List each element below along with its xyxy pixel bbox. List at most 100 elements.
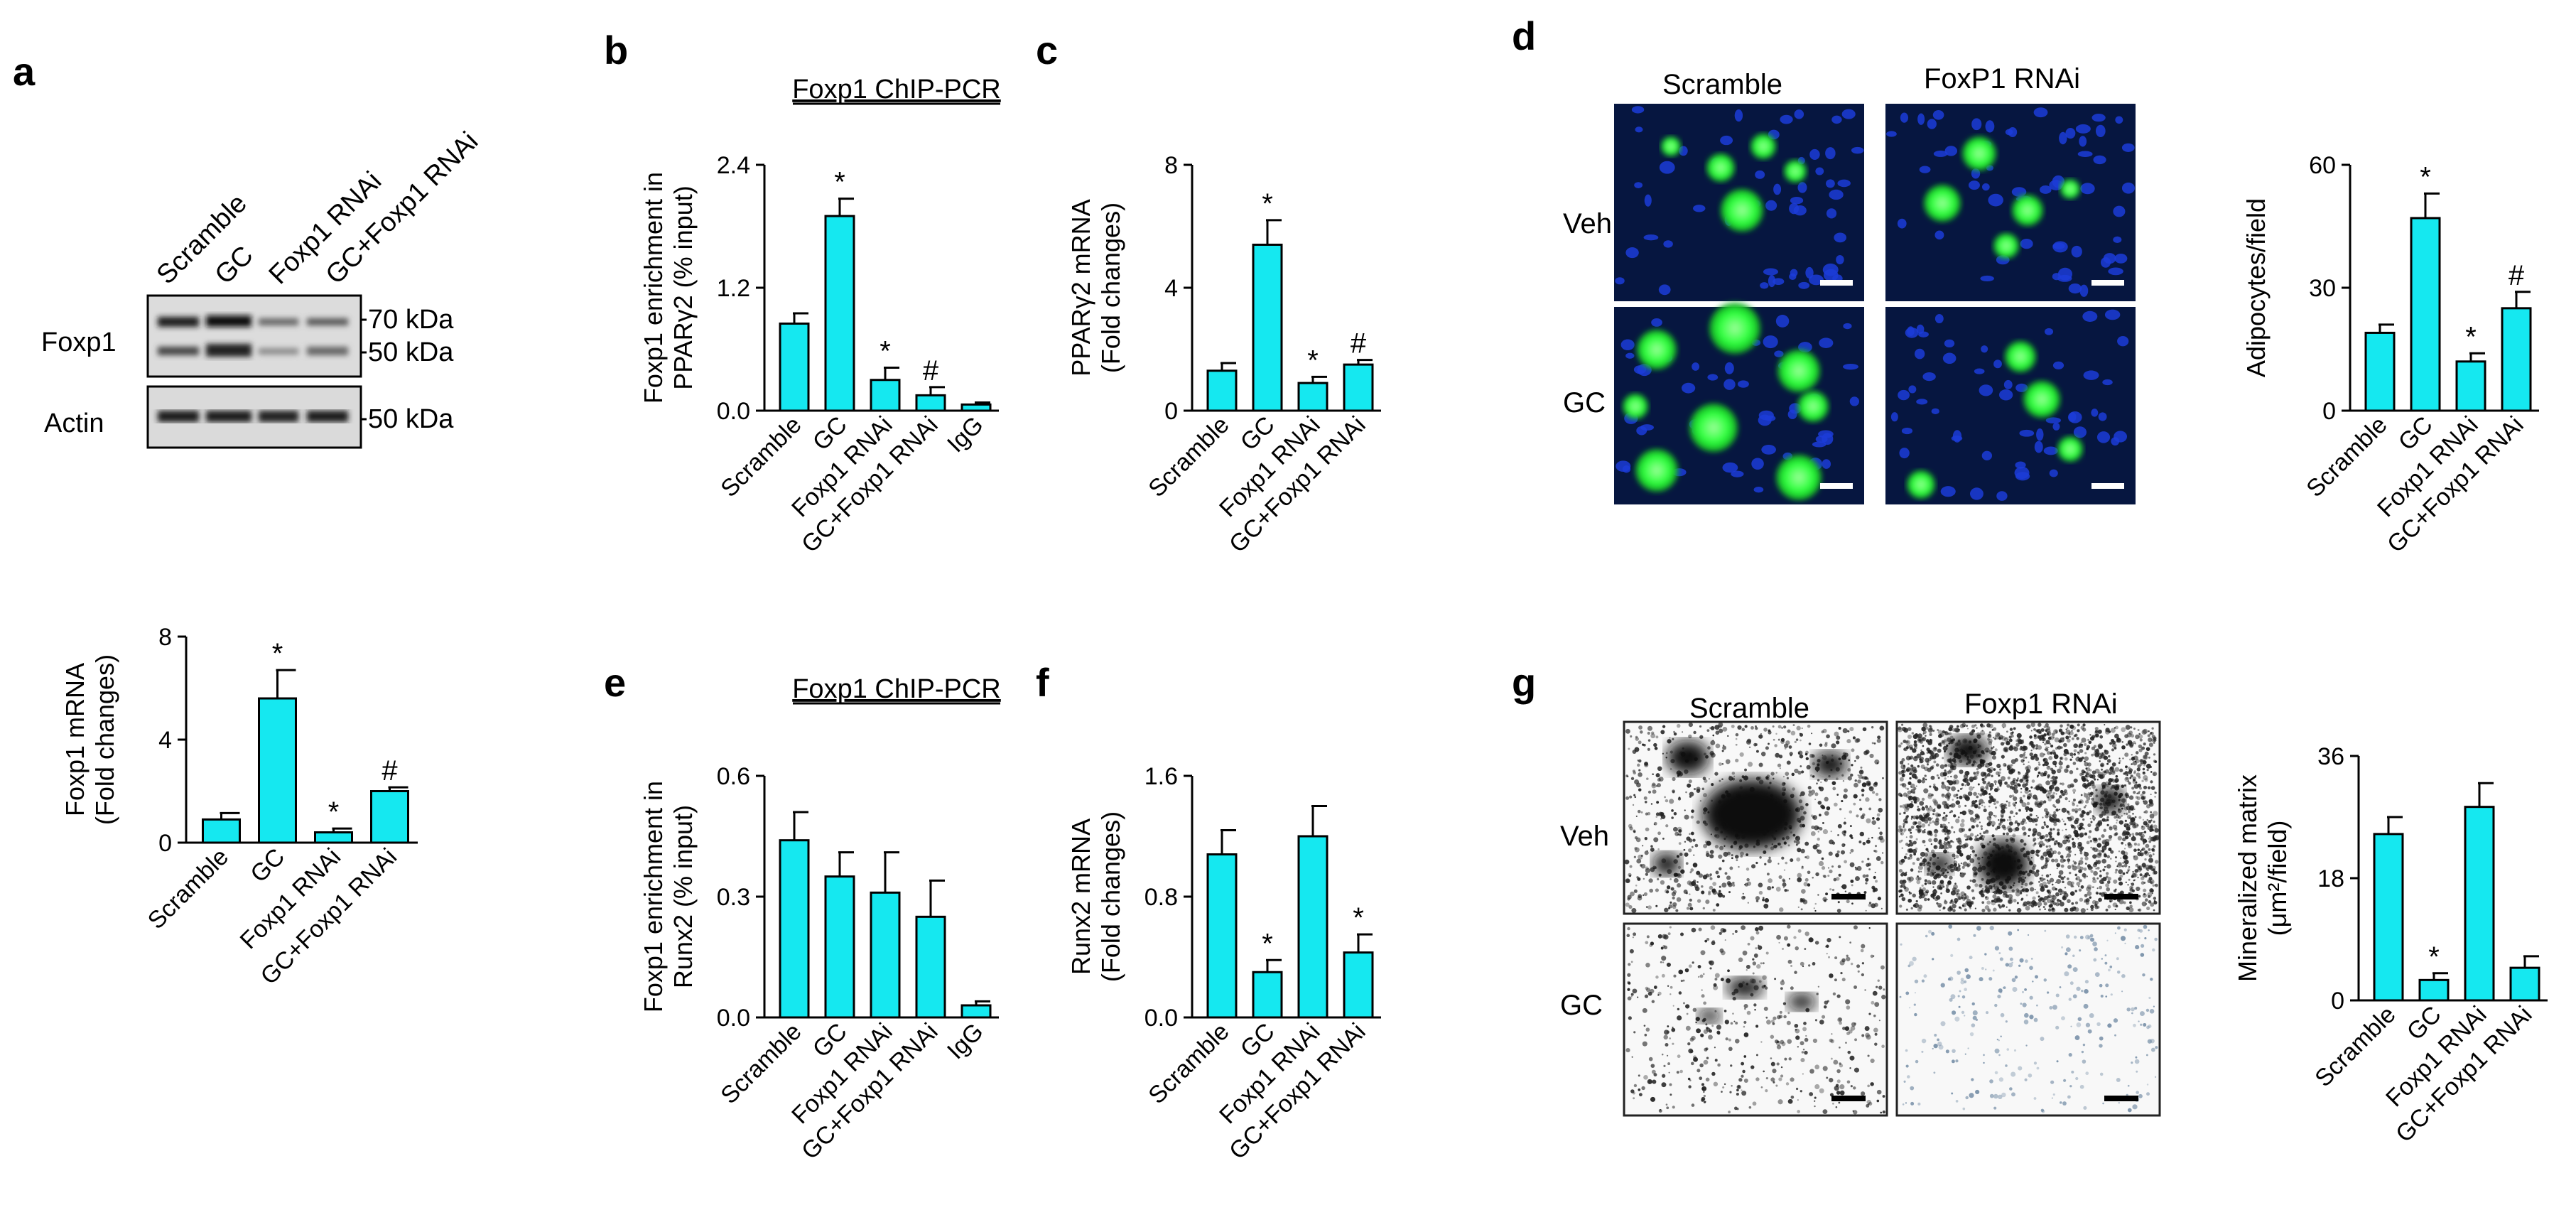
y-tick-label: 1.2 bbox=[717, 275, 750, 302]
y-axis-label: (Fold changes) bbox=[1096, 202, 1125, 373]
y-tick-label: 0 bbox=[2331, 988, 2344, 1015]
chart-title: Foxp1 ChIP-PCR bbox=[792, 75, 1001, 104]
scale-bar bbox=[2104, 894, 2138, 899]
foxp1-bands bbox=[158, 315, 348, 357]
panel-label-c: c bbox=[1036, 28, 1058, 72]
y-tick-label: 30 bbox=[2309, 275, 2336, 302]
brightfield-micrograph bbox=[1895, 922, 2161, 1117]
category-label: Scramble bbox=[143, 843, 234, 934]
y-tick-label: 0.6 bbox=[717, 763, 750, 790]
bar bbox=[1297, 835, 1328, 1019]
bar bbox=[2464, 806, 2495, 1002]
y-tick-label: 0 bbox=[1164, 398, 1178, 425]
category-label: Scramble bbox=[715, 1018, 806, 1109]
bar bbox=[1343, 363, 1374, 412]
marker-50kda-actin: 50 kDa bbox=[368, 404, 454, 434]
bar-chart-e: 0.0 0.3 0.6 Foxp1 enrichment in Runx2 (% inp… bbox=[639, 674, 1001, 1165]
significance-mark: * bbox=[1307, 345, 1319, 376]
micro-d-col-foxp1-rnai: FoxP1 RNAi bbox=[1924, 63, 2080, 94]
scale-bar bbox=[1820, 280, 1853, 286]
y-tick-label: 0.0 bbox=[717, 398, 750, 425]
y-axis-label: Runx2 mRNA bbox=[1066, 818, 1095, 975]
fluorescence-micrograph bbox=[1885, 104, 2136, 301]
foxp1-blot-strip bbox=[146, 294, 362, 378]
y-tick-label: 1.6 bbox=[1144, 763, 1178, 790]
y-axis-label: Adipocytes/field bbox=[2241, 198, 2271, 377]
micro-g-row-veh: Veh bbox=[1560, 821, 1609, 852]
scale-bar bbox=[1820, 483, 1853, 489]
significance-mark: * bbox=[272, 638, 283, 669]
blot-row-label-foxp1: Foxp1 bbox=[41, 328, 117, 357]
bar bbox=[779, 839, 810, 1019]
significance-mark: * bbox=[1262, 928, 1273, 959]
blot-lane-label: GC bbox=[210, 240, 259, 290]
scale-bar bbox=[2091, 280, 2124, 286]
micro-g-col-foxp1-rnai: Foxp1 RNAi bbox=[1964, 688, 2118, 720]
category-label: IgG bbox=[942, 411, 989, 458]
adipocyte-micrographs: Scramble FoxP1 RNAi Veh GC bbox=[1563, 63, 2136, 504]
y-tick-label: 0.0 bbox=[1144, 1005, 1178, 1032]
panel-label-a: a bbox=[13, 49, 36, 94]
y-tick-label: 0.3 bbox=[717, 884, 750, 911]
bar bbox=[2501, 307, 2532, 412]
bar bbox=[2418, 978, 2450, 1002]
y-axis-label: (μm²/field) bbox=[2263, 821, 2292, 936]
significance-mark: * bbox=[2428, 941, 2440, 973]
significance-mark: * bbox=[1353, 902, 1364, 934]
marker-70kda: 70 kDa bbox=[368, 305, 454, 335]
category-label: Scramble bbox=[1143, 1018, 1234, 1109]
scale-bar bbox=[1831, 1096, 1866, 1101]
bar bbox=[779, 322, 810, 412]
bar bbox=[370, 790, 409, 844]
bar bbox=[824, 875, 855, 1019]
bar bbox=[2373, 833, 2404, 1002]
y-axis-label: Foxp1 mRNA bbox=[60, 663, 90, 816]
category-label: Scramble bbox=[2301, 411, 2392, 502]
y-axis-label: Runx2 (% input) bbox=[669, 805, 698, 988]
fluorescence-micrograph bbox=[1885, 307, 2136, 504]
micro-d-col-scramble: Scramble bbox=[1662, 69, 1782, 100]
y-tick-label: 2.4 bbox=[717, 152, 750, 179]
significance-mark: # bbox=[2509, 260, 2525, 291]
y-tick-label: 18 bbox=[2317, 865, 2344, 892]
y-axis-label: PPARγ2 (% input) bbox=[669, 185, 698, 389]
category-label: IgG bbox=[942, 1018, 989, 1065]
brightfield-micrograph bbox=[1623, 922, 1888, 1117]
bar bbox=[915, 915, 946, 1019]
mineralization-micrographs: Scramble Foxp1 RNAi Veh GC bbox=[1560, 688, 2161, 1117]
micro-d-row-veh: Veh bbox=[1563, 208, 1612, 239]
significance-mark: * bbox=[834, 167, 845, 198]
category-label: GC bbox=[245, 843, 290, 888]
y-tick-label: 8 bbox=[1164, 152, 1178, 179]
micro-d-row-gc: GC bbox=[1563, 387, 1606, 418]
panel-label-f: f bbox=[1036, 660, 1049, 705]
significance-mark: # bbox=[923, 355, 939, 387]
bar bbox=[870, 891, 901, 1019]
bar bbox=[915, 394, 946, 412]
bar bbox=[2364, 331, 2396, 412]
significance-mark: * bbox=[880, 335, 891, 367]
fluorescence-micrograph bbox=[1614, 303, 1864, 504]
bar bbox=[1206, 369, 1238, 412]
y-axis-label: (Fold changes) bbox=[90, 654, 119, 825]
micro-g-col-scramble: Scramble bbox=[1689, 693, 1809, 724]
brightfield-micrograph bbox=[1623, 720, 1888, 915]
bar-chart-g: 0 18 36 Mineralized matrix (μm²/field) Scramb… bbox=[2233, 743, 2548, 1147]
panel-label-e: e bbox=[604, 660, 626, 705]
bar bbox=[960, 403, 992, 412]
y-tick-label: 4 bbox=[1164, 275, 1178, 302]
significance-mark: # bbox=[1351, 328, 1367, 360]
bar bbox=[870, 379, 901, 412]
brightfield-micrograph bbox=[1895, 720, 2161, 915]
y-tick-label: 0 bbox=[158, 830, 172, 857]
significance-mark: * bbox=[328, 796, 340, 828]
bar bbox=[960, 1004, 992, 1019]
significance-mark: # bbox=[381, 755, 398, 787]
panel-label-b: b bbox=[604, 28, 628, 72]
scale-bar bbox=[2091, 483, 2124, 489]
category-label: Scramble bbox=[1143, 411, 1234, 502]
bar bbox=[1252, 971, 1283, 1019]
y-tick-label: 60 bbox=[2309, 152, 2336, 179]
